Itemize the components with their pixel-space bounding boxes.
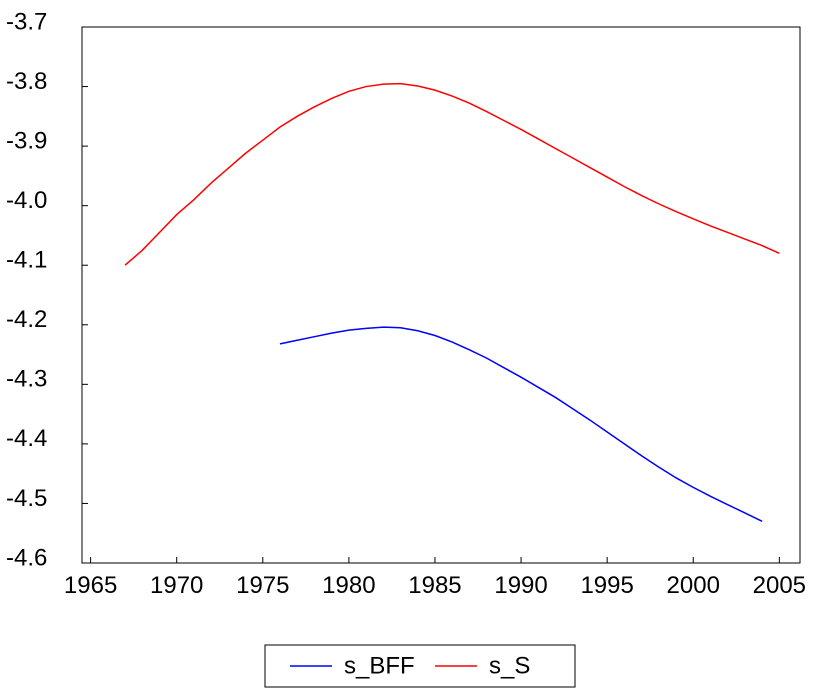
x-tick-label: 2000 xyxy=(667,572,720,599)
y-tick-label: -4.1 xyxy=(6,247,47,274)
plot-frame xyxy=(81,26,801,564)
y-tick-label: -4.3 xyxy=(6,366,47,393)
x-tick-label: 1980 xyxy=(322,572,375,599)
y-tick-label: -3.8 xyxy=(6,68,47,95)
y-tick-label: -4.4 xyxy=(6,425,47,452)
x-tick-label: 1990 xyxy=(494,572,547,599)
legend-label: s_BFF xyxy=(344,652,415,679)
y-tick-label: -4.0 xyxy=(6,187,47,214)
y-tick-label: -3.9 xyxy=(6,127,47,154)
x-tick-label: 2005 xyxy=(753,572,806,599)
x-tick-label: 1965 xyxy=(64,572,117,599)
series-line xyxy=(279,326,763,522)
y-tick-label: -3.7 xyxy=(6,8,47,35)
x-tick-label: 1995 xyxy=(580,572,633,599)
legend-label: s_S xyxy=(489,652,530,679)
series-line xyxy=(124,82,780,266)
x-tick-label: 1985 xyxy=(408,572,461,599)
x-tick-label: 1975 xyxy=(236,572,289,599)
y-tick-label: -4.6 xyxy=(6,544,47,571)
x-tick-label: 1970 xyxy=(150,572,203,599)
y-tick-label: -4.2 xyxy=(6,306,47,333)
y-tick-label: -4.5 xyxy=(6,485,47,512)
